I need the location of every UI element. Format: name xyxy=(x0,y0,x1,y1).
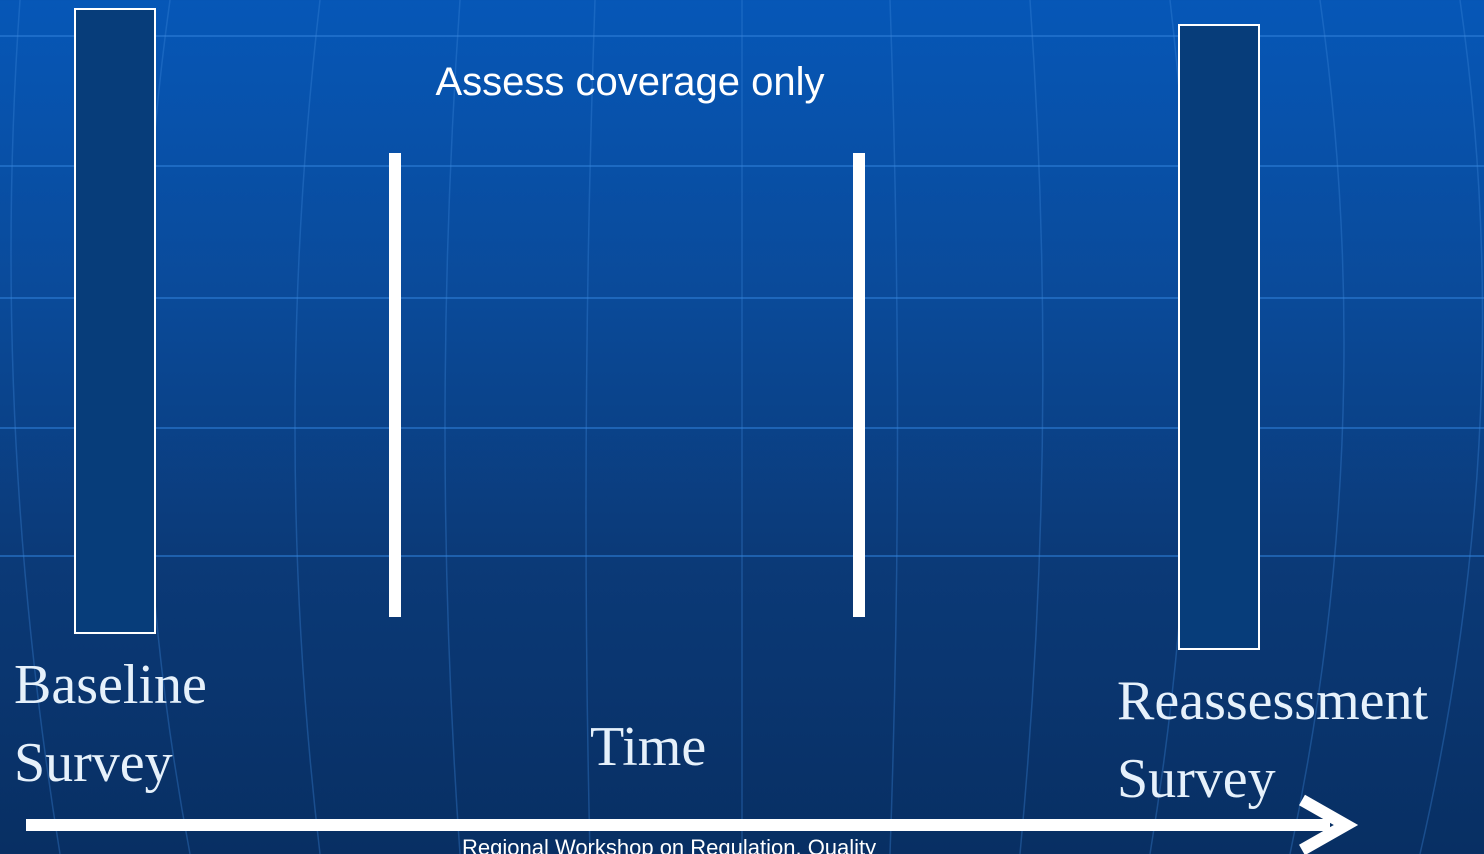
baseline-survey-bar xyxy=(74,8,156,634)
time-axis-label: Time xyxy=(590,716,707,778)
reassessment-label-line1: Reassessment xyxy=(1117,670,1429,732)
reassessment-survey-label: Reassessment Survey xyxy=(1117,662,1428,818)
assess-coverage-caption: Assess coverage only xyxy=(435,60,825,104)
reassessment-survey-bar xyxy=(1178,24,1260,650)
reassessment-label-line2: Survey xyxy=(1117,748,1276,810)
coverage-marker-left-line xyxy=(389,153,401,617)
baseline-survey-label: Baseline Survey xyxy=(14,646,207,802)
footer-text: Regional Workshop on Regulation, Quality xyxy=(462,835,877,854)
baseline-label-line1: Baseline xyxy=(14,654,207,716)
coverage-marker-right-line xyxy=(853,153,865,617)
baseline-label-line2: Survey xyxy=(14,732,173,794)
